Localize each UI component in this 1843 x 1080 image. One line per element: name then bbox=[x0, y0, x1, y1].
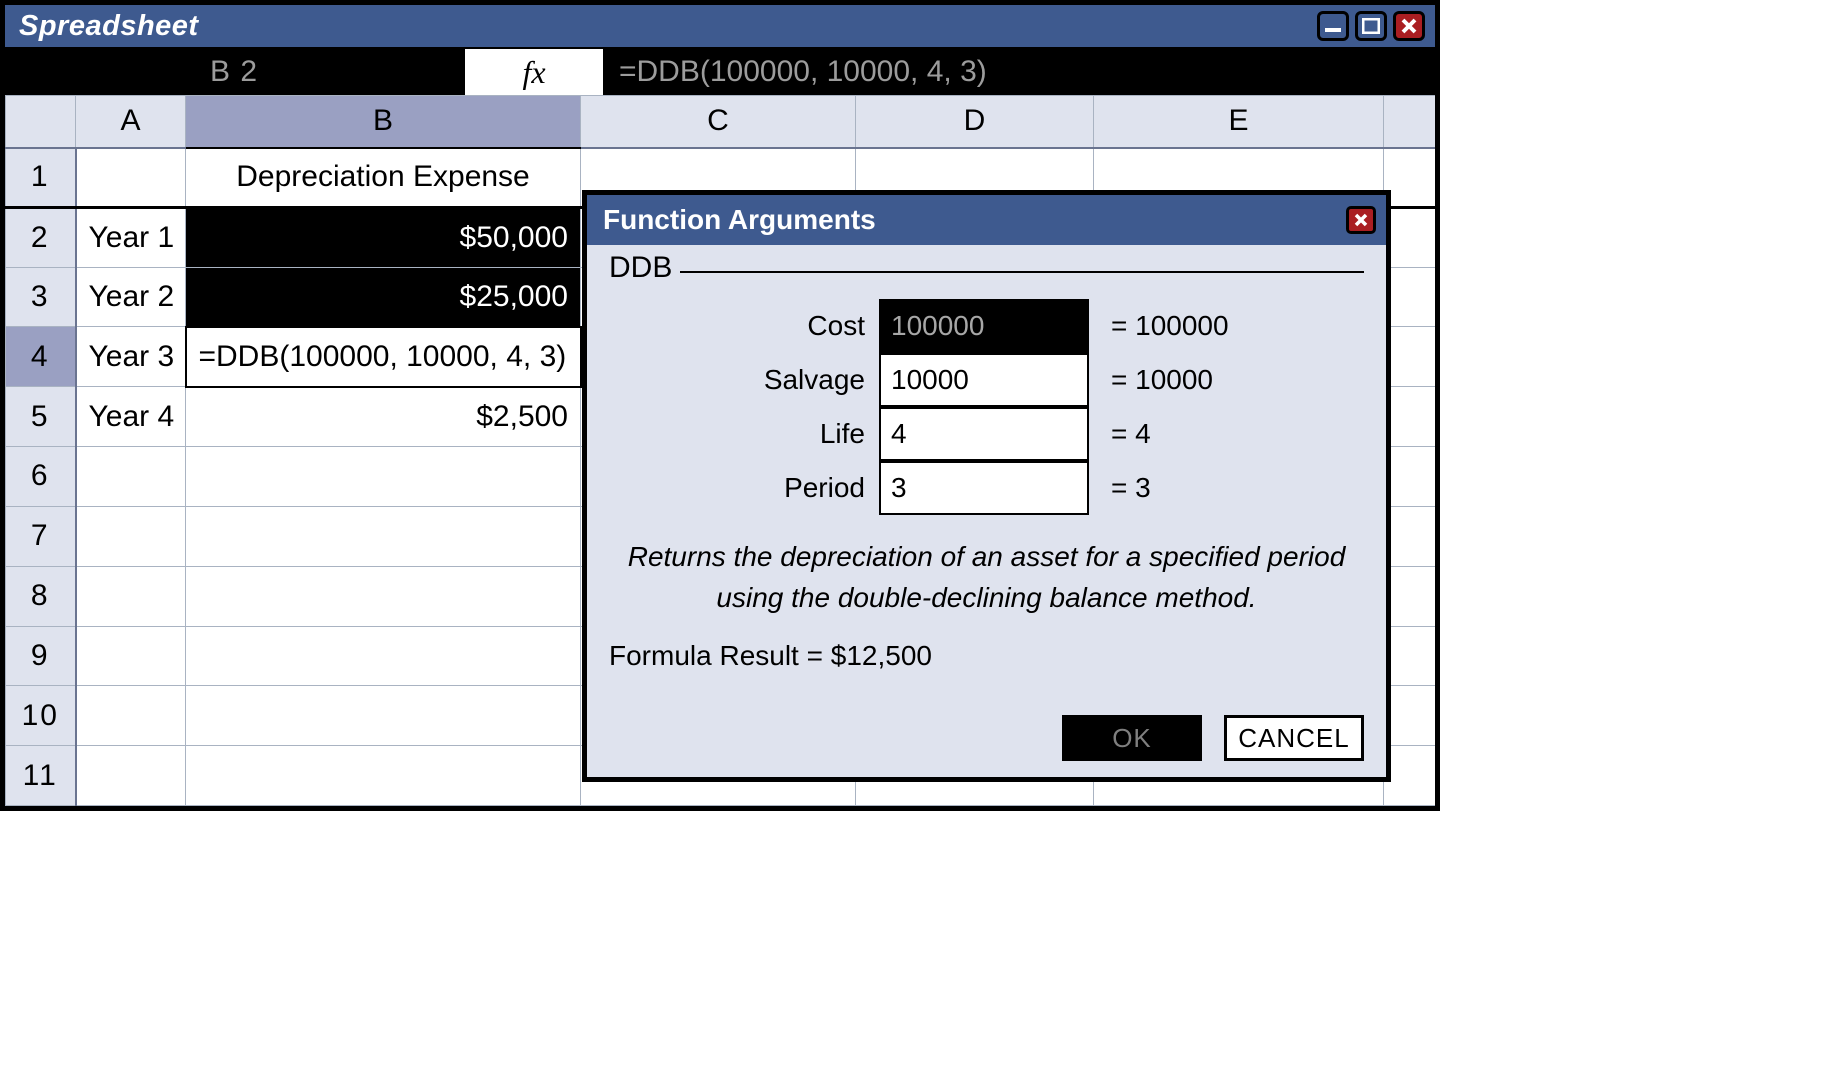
arg-label-salvage: Salvage bbox=[609, 353, 879, 407]
formula-input[interactable]: =DDB(100000, 10000, 4, 3) bbox=[605, 49, 1435, 95]
minimize-icon bbox=[1324, 19, 1342, 33]
cell-B10[interactable] bbox=[186, 686, 581, 746]
cell-A7[interactable] bbox=[76, 506, 186, 566]
col-header-a[interactable]: A bbox=[76, 96, 186, 148]
arg-label-cost: Cost bbox=[609, 299, 879, 353]
cell-A2[interactable]: Year 1 bbox=[76, 207, 186, 267]
function-description: Returns the depreciation of an asset for… bbox=[609, 537, 1364, 618]
name-box[interactable]: B 2 bbox=[5, 49, 465, 95]
arg-result-period: = 3 bbox=[1089, 461, 1364, 515]
col-header-e[interactable]: E bbox=[1094, 96, 1384, 148]
ok-button[interactable]: OK bbox=[1062, 715, 1202, 761]
arg-label-period: Period bbox=[609, 461, 879, 515]
cell-B6[interactable] bbox=[186, 447, 581, 507]
close-icon bbox=[1401, 18, 1417, 34]
cell-extra-1[interactable] bbox=[1384, 148, 1441, 208]
formula-result-value: $12,500 bbox=[831, 640, 932, 671]
row-header-10[interactable]: 10 bbox=[6, 686, 76, 746]
row-header-4[interactable]: 4 bbox=[6, 327, 76, 387]
dialog-buttons: OK CANCEL bbox=[1062, 715, 1364, 761]
row-header-6[interactable]: 6 bbox=[6, 447, 76, 507]
col-header-c[interactable]: C bbox=[581, 96, 856, 148]
cell-extra-2[interactable] bbox=[1384, 207, 1441, 267]
dialog-body: DDB Cost100000= 100000 Salvage10000= 1000… bbox=[587, 245, 1386, 777]
fx-label: fx bbox=[522, 54, 545, 91]
cell-extra-9[interactable] bbox=[1384, 626, 1441, 686]
cell-B8[interactable] bbox=[186, 566, 581, 626]
cell-extra-5[interactable] bbox=[1384, 387, 1441, 447]
dialog-title: Function Arguments bbox=[603, 204, 876, 236]
formula-result: Formula Result = $12,500 bbox=[609, 640, 1364, 672]
cell-extra-11[interactable] bbox=[1384, 746, 1441, 806]
row-header-9[interactable]: 9 bbox=[6, 626, 76, 686]
cell-B2[interactable]: $50,000 bbox=[186, 207, 581, 267]
arg-input-cost[interactable]: 100000 bbox=[879, 299, 1089, 353]
function-name: DDB bbox=[609, 251, 672, 285]
app-title: Spreadsheet bbox=[19, 10, 199, 43]
formula-bar: B 2 fx =DDB(100000, 10000, 4, 3) bbox=[5, 49, 1435, 95]
cell-A3[interactable]: Year 2 bbox=[76, 267, 186, 327]
cell-B3[interactable]: $25,000 bbox=[186, 267, 581, 327]
cell-extra-3[interactable] bbox=[1384, 267, 1441, 327]
function-name-row: DDB bbox=[609, 251, 1364, 285]
cell-A6[interactable] bbox=[76, 447, 186, 507]
cell-extra-6[interactable] bbox=[1384, 447, 1441, 507]
cell-A9[interactable] bbox=[76, 626, 186, 686]
cell-A1[interactable] bbox=[76, 148, 186, 208]
cell-extra-8[interactable] bbox=[1384, 566, 1441, 626]
column-header-row: A B C D E bbox=[6, 96, 1441, 148]
col-header-d[interactable]: D bbox=[856, 96, 1094, 148]
fx-button[interactable]: fx bbox=[465, 49, 605, 95]
cell-extra-7[interactable] bbox=[1384, 506, 1441, 566]
dialog-titlebar[interactable]: Function Arguments bbox=[587, 195, 1386, 245]
cell-A4[interactable]: Year 3 bbox=[76, 327, 186, 387]
row-header-3[interactable]: 3 bbox=[6, 267, 76, 327]
cell-B7[interactable] bbox=[186, 506, 581, 566]
row-header-5[interactable]: 5 bbox=[6, 387, 76, 447]
minimize-button[interactable] bbox=[1317, 11, 1349, 41]
cancel-button[interactable]: CANCEL bbox=[1224, 715, 1364, 761]
dialog-close-button[interactable] bbox=[1346, 206, 1376, 234]
arg-result-life: = 4 bbox=[1089, 407, 1364, 461]
arg-result-salvage: = 10000 bbox=[1089, 353, 1364, 407]
cell-B9[interactable] bbox=[186, 626, 581, 686]
cell-A10[interactable] bbox=[76, 686, 186, 746]
arg-input-period[interactable]: 3 bbox=[879, 461, 1089, 515]
row-header-11[interactable]: 11 bbox=[6, 746, 76, 806]
arg-result-cost: = 100000 bbox=[1089, 299, 1364, 353]
app-window: Spreadsheet B 2 fx bbox=[0, 0, 1440, 811]
maximize-button[interactable] bbox=[1355, 11, 1387, 41]
row-header-2[interactable]: 2 bbox=[6, 207, 76, 267]
row-header-1[interactable]: 1 bbox=[6, 148, 76, 208]
col-header-extra[interactable] bbox=[1384, 96, 1441, 148]
row-header-8[interactable]: 8 bbox=[6, 566, 76, 626]
arg-label-life: Life bbox=[609, 407, 879, 461]
arguments-grid: Cost100000= 100000 Salvage10000= 10000 Lif… bbox=[609, 299, 1364, 515]
select-all-corner[interactable] bbox=[6, 96, 76, 148]
cell-B11[interactable] bbox=[186, 746, 581, 806]
cell-extra-4[interactable] bbox=[1384, 327, 1441, 387]
maximize-icon bbox=[1362, 18, 1380, 34]
cell-A11[interactable] bbox=[76, 746, 186, 806]
cell-B1[interactable]: Depreciation Expense bbox=[186, 148, 581, 208]
window-controls bbox=[1317, 11, 1425, 41]
cell-B4[interactable]: =DDB(100000, 10000, 4, 3) bbox=[186, 327, 581, 387]
arg-input-salvage[interactable]: 10000 bbox=[879, 353, 1089, 407]
cell-B5[interactable]: $2,500 bbox=[186, 387, 581, 447]
close-button[interactable] bbox=[1393, 11, 1425, 41]
col-header-b[interactable]: B bbox=[186, 96, 581, 148]
cell-A5[interactable]: Year 4 bbox=[76, 387, 186, 447]
titlebar: Spreadsheet bbox=[5, 5, 1435, 49]
cell-extra-10[interactable] bbox=[1384, 686, 1441, 746]
function-name-underline bbox=[680, 271, 1364, 273]
row-header-7[interactable]: 7 bbox=[6, 506, 76, 566]
formula-result-label: Formula Result = bbox=[609, 640, 831, 671]
function-arguments-dialog: Function Arguments DDB Cost100000= 10000… bbox=[583, 191, 1390, 781]
cell-A8[interactable] bbox=[76, 566, 186, 626]
close-icon bbox=[1354, 213, 1368, 227]
arg-input-life[interactable]: 4 bbox=[879, 407, 1089, 461]
